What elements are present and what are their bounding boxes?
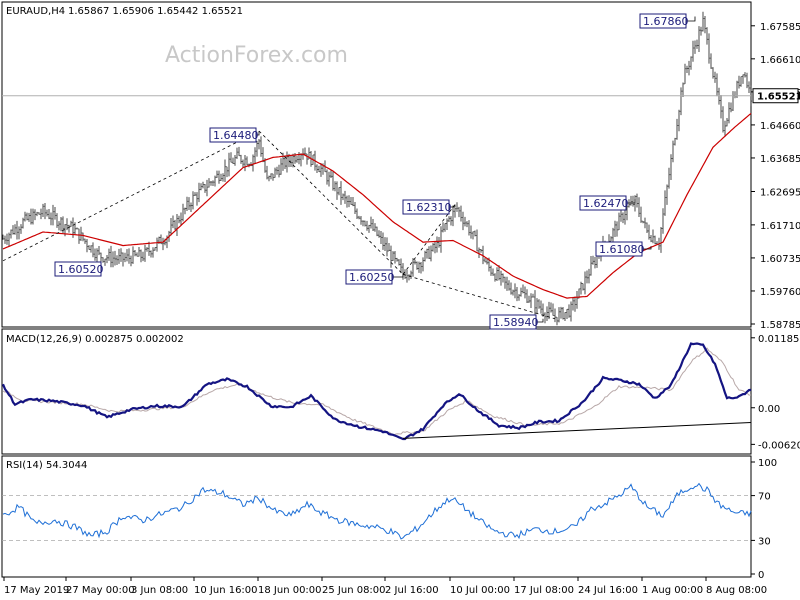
- price-title: EURAUD,H4: [6, 6, 65, 17]
- callout-box: [639, 13, 687, 29]
- price-y-tick-label: 1.61710: [760, 221, 800, 232]
- callout-leader: [392, 274, 404, 278]
- price-ohlc: 1.65867 1.65906 1.65442 1.65521: [68, 6, 243, 17]
- trendline-dashed: [402, 273, 556, 320]
- callout-label: 1.60250: [349, 271, 395, 284]
- x-tick-label: 10 Jul 00:00: [450, 585, 510, 596]
- x-tick-label: 17 May 2019: [4, 585, 69, 596]
- price-y-tick-label: 1.63685: [760, 154, 800, 165]
- trendline-dashed: [2, 130, 260, 262]
- callout-box: [489, 314, 537, 330]
- rsi-y-tick-label: 100: [758, 458, 777, 469]
- macd-y-tick-label: 0.00: [758, 404, 780, 415]
- callout-leader: [686, 16, 696, 22]
- callout-label: 1.58940: [493, 316, 539, 329]
- rsi-panel-frame: [1, 455, 752, 578]
- price-y-tick-label: 1.58785: [760, 320, 800, 331]
- x-tick-label: 3 Jun 08:00: [131, 585, 188, 596]
- x-tick-label: 2 Jul 16:00: [385, 585, 439, 596]
- macd-trendline: [402, 422, 752, 439]
- x-tick-label: 27 May 00:00: [66, 585, 135, 596]
- rsi-y-tick-label: 30: [758, 536, 771, 547]
- macd-signal-line: [2, 347, 752, 436]
- callout-label: 1.61080: [599, 243, 645, 256]
- callout-label: 1.62470: [583, 197, 629, 210]
- callout-leader: [536, 318, 544, 323]
- x-tick-label: 10 Jun 16:00: [194, 585, 258, 596]
- callout-box: [579, 195, 627, 211]
- callout-leader: [642, 246, 652, 250]
- callout-leader: [256, 131, 260, 136]
- callout-box: [209, 127, 257, 143]
- x-tick-label: 17 Jul 08:00: [514, 585, 574, 596]
- macd-title: MACD(12,26,9) 0.002875 0.002002: [6, 334, 184, 345]
- macd-y-tick-label: 0.011856: [758, 334, 800, 345]
- callout-label: 1.60520: [58, 263, 104, 276]
- rsi-line: [2, 482, 752, 540]
- x-tick-label: 18 Jun 00:00: [258, 585, 322, 596]
- price-y-tick-label: 1.59760: [760, 287, 800, 298]
- trendline-dashed: [258, 130, 404, 275]
- macd-panel-frame: [1, 328, 752, 455]
- price-y-tick-label: 1.64660: [760, 121, 800, 132]
- price-panel-frame: [1, 1, 752, 328]
- price-y-tick-label: 1.67585: [760, 22, 800, 33]
- x-tick-label: 8 Aug 08:00: [706, 585, 767, 596]
- current-price-label: 1.65521: [757, 92, 800, 103]
- macd-line: [1, 342, 752, 441]
- callout-box: [595, 241, 643, 257]
- rsi-y-tick-label: 0: [758, 570, 764, 581]
- callout-label: 1.62310: [406, 201, 452, 214]
- x-tick-label: 1 Aug 00:00: [642, 585, 703, 596]
- price-y-tick-label: 1.66610: [760, 55, 800, 66]
- callout-box: [345, 269, 393, 285]
- rsi-y-tick-label: 70: [758, 492, 771, 503]
- current-price-box: [752, 88, 799, 104]
- callout-leader: [626, 199, 636, 204]
- trendline-dashed: [402, 204, 456, 275]
- x-tick-label: 25 Jun 08:00: [322, 585, 386, 596]
- price-y-tick-label: 1.62695: [760, 188, 800, 199]
- price-y-tick-label: 1.60735: [760, 254, 800, 265]
- callout-label: 1.67860: [643, 15, 689, 28]
- watermark: ActionForex.com: [165, 43, 348, 68]
- x-tick-label: 24 Jul 16:00: [578, 585, 638, 596]
- callout-box: [402, 199, 450, 215]
- callout-leader: [449, 204, 456, 208]
- rsi-title: RSI(14) 54.3044: [6, 460, 87, 471]
- moving-average-line: [2, 112, 752, 299]
- macd-y-tick-label: -0.006206: [758, 440, 800, 451]
- callout-label: 1.64480: [213, 129, 259, 142]
- callout-box: [54, 261, 102, 277]
